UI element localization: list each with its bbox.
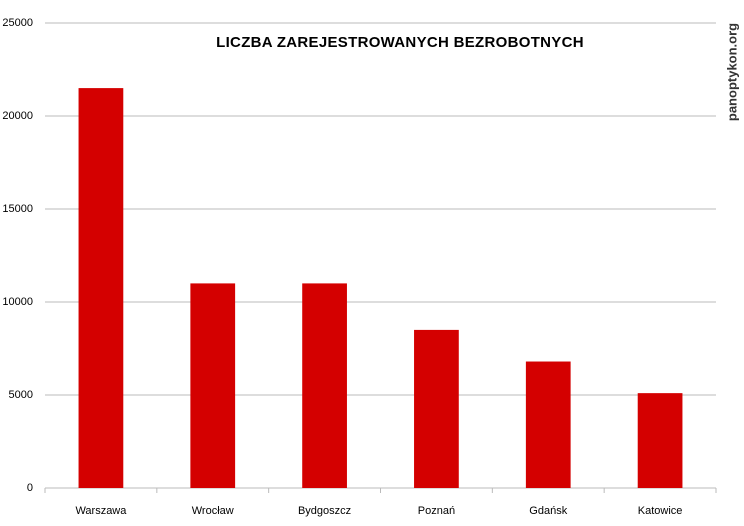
bar [78,88,124,488]
x-tick-label: Wrocław [192,505,234,517]
watermark: panoptykon.org [724,23,739,121]
x-tick-label: Bydgoszcz [298,505,351,517]
bar [302,283,347,488]
bar [190,283,236,488]
bar [637,393,683,488]
x-tick-label: Gdańsk [529,505,567,517]
chart-title: LICZBA ZAREJESTROWANYCH BEZROBOTNYCH [216,34,584,51]
y-tick-label: 10000 [2,296,33,308]
x-tick-label: Warszawa [75,505,127,517]
y-tick-label: 20000 [2,110,33,122]
y-tick-label: 15000 [2,203,33,215]
x-tick-label: Poznań [418,505,455,517]
y-tick-label: 0 [27,482,33,494]
y-tick-label: 25000 [2,17,33,29]
bar [414,329,459,488]
x-tick-label: Katowice [638,505,683,517]
y-tick-label: 5000 [9,389,33,401]
bar [525,361,571,488]
